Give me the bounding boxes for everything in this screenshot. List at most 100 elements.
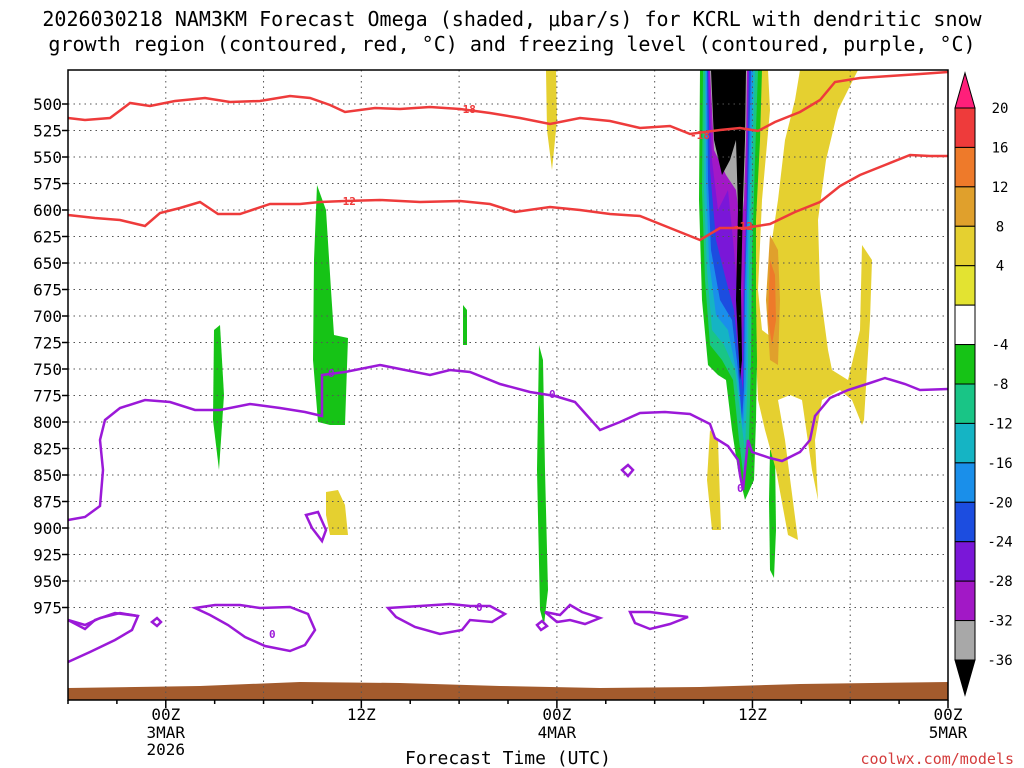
shade-yellow-d: [752, 70, 872, 540]
y-tick-label-600: 600: [33, 201, 62, 220]
red-contour-minus12: [67, 153, 948, 242]
colorbar-label-11: -28: [987, 574, 1012, 590]
y-tick-label-700: 700: [33, 307, 62, 326]
chart-title-line1: 2026030218 NAM3KM Forecast Omega (shaded…: [42, 7, 982, 31]
x-tick-label-3: 12Z: [738, 705, 767, 724]
shade-green-b: [313, 185, 348, 425]
contour-labels: -18 -18 -12 -12 0 0 0 0 0: [269, 103, 753, 641]
credit-text: coolwx.com/models: [860, 750, 1014, 768]
y-tick-label-775: 775: [33, 387, 62, 406]
shade-orange-core: [768, 260, 776, 345]
purple-contour-main: [67, 363, 949, 522]
colorbar-top-arrow: [954, 71, 976, 109]
y-tick-label-550: 550: [33, 148, 62, 167]
y-tick-label-575: 575: [33, 175, 62, 194]
purple-label-d: 0: [476, 601, 483, 614]
colorbar-label-8: -16: [987, 456, 1012, 472]
red-contour-minus18: [67, 70, 949, 136]
x-tick-label-1: 12Z: [347, 705, 376, 724]
y-tick-label-900: 900: [33, 519, 62, 538]
x-tick-sublabel-0-1: 2026: [147, 740, 186, 759]
colorbar-swatch-10: [954, 462, 976, 503]
red-label-12a: -12: [336, 195, 356, 208]
x-tick-label-4: 00Z: [934, 705, 963, 724]
colorbar-swatch-4: [954, 225, 976, 267]
colorbar-label-4: 4: [996, 259, 1004, 275]
colorbar-label-1: 16: [992, 140, 1009, 156]
purple-contour-blob4: [628, 610, 689, 631]
x-tick-label-0: 00Z: [151, 705, 180, 724]
colorbar-swatch-6: [954, 304, 976, 346]
colorbar-label-10: -24: [987, 535, 1012, 551]
colorbar-label-13: -36: [987, 653, 1012, 669]
colorbar-swatch-14: [954, 620, 976, 661]
y-tick-label-725: 725: [33, 334, 62, 353]
shade-green-a: [213, 325, 224, 470]
omega-shading: [213, 70, 872, 625]
colorbar-swatch-8: [954, 383, 976, 424]
y-tick-label-525: 525: [33, 122, 62, 141]
colorbar: 20 16 12 8 4 -4 -8 -12 -16 -20 -24 -28 -32 -36: [954, 71, 1013, 697]
y-tick-label-825: 825: [33, 440, 62, 459]
purple-label-a: 0: [328, 367, 335, 380]
purple-contour-blob7: [149, 616, 163, 628]
colorbar-swatch-3: [954, 186, 976, 227]
purple-label-e: 0: [269, 628, 276, 641]
shade-yellow-c: [707, 430, 721, 530]
shade-green-d: [537, 345, 548, 625]
ground-fill: [68, 682, 948, 700]
y-tick-label-800: 800: [33, 413, 62, 432]
shade-yellow-a: [546, 70, 557, 170]
y-tick-label-925: 925: [33, 546, 62, 565]
purple-contour-blob3: [544, 603, 604, 626]
x-tick-label-2: 00Z: [542, 705, 571, 724]
x-tick-sublabel-0-0: 3MAR: [147, 723, 186, 742]
purple-contour-blob6: [620, 463, 635, 478]
purple-contour-blob2: [385, 602, 508, 636]
x-tick-sublabel-4-0: 5MAR: [929, 723, 968, 742]
y-tick-label-875: 875: [33, 493, 62, 512]
shade-yellow-b: [326, 490, 348, 535]
red-label-12b: -12: [733, 220, 753, 233]
colorbar-label-2: 12: [992, 180, 1009, 196]
purple-contour-lower2: [67, 611, 139, 631]
colorbar-swatch-13: [954, 580, 976, 622]
colorbar-swatch-5: [954, 265, 976, 306]
red-label-18a: -18: [456, 103, 476, 116]
colorbar-swatch-1: [954, 107, 976, 148]
purple-contour-blob5: [304, 510, 328, 544]
colorbar-bottom-arrow: [954, 659, 976, 697]
y-tick-label-650: 650: [33, 254, 62, 273]
colorbar-swatch-7: [954, 344, 976, 385]
colorbar-label-3: 8: [996, 219, 1004, 235]
purple-contour-blob1: [190, 603, 317, 653]
colorbar-swatch-12: [954, 541, 976, 582]
colorbar-swatch-9: [954, 422, 976, 464]
y-tick-label-625: 625: [33, 228, 62, 247]
colorbar-label-7: -12: [987, 416, 1012, 432]
colorbar-label-0: 20: [992, 101, 1009, 117]
colorbar-label-9: -20: [987, 495, 1012, 511]
colorbar-swatch-11: [954, 501, 976, 543]
y-tick-label-850: 850: [33, 466, 62, 485]
purple-label-b: 0: [549, 388, 556, 401]
x-tick-sublabel-2-0: 4MAR: [538, 723, 577, 742]
shade-green-e: [769, 450, 776, 578]
x-axis-label: Forecast Time (UTC): [405, 748, 611, 768]
purple-contour-blob8: [535, 619, 549, 632]
chart-title-line2: growth region (contoured, red, °C) and f…: [48, 32, 975, 56]
colorbar-label-5: -4: [992, 338, 1009, 354]
y-tick-label-950: 950: [33, 572, 62, 591]
shade-core-black: [711, 70, 746, 380]
y-axis: 500 525 550 575 600 625 650 675 700 725 750 775 800 8…: [33, 95, 68, 618]
colorbar-label-6: -8: [992, 377, 1009, 393]
red-label-18b: -18: [690, 129, 710, 142]
purple-label-c: 0: [737, 482, 744, 495]
y-tick-label-750: 750: [33, 360, 62, 379]
y-tick-label-975: 975: [33, 599, 62, 618]
y-tick-label-675: 675: [33, 281, 62, 300]
shade-green-c: [463, 305, 467, 345]
colorbar-label-12: -32: [987, 614, 1012, 630]
